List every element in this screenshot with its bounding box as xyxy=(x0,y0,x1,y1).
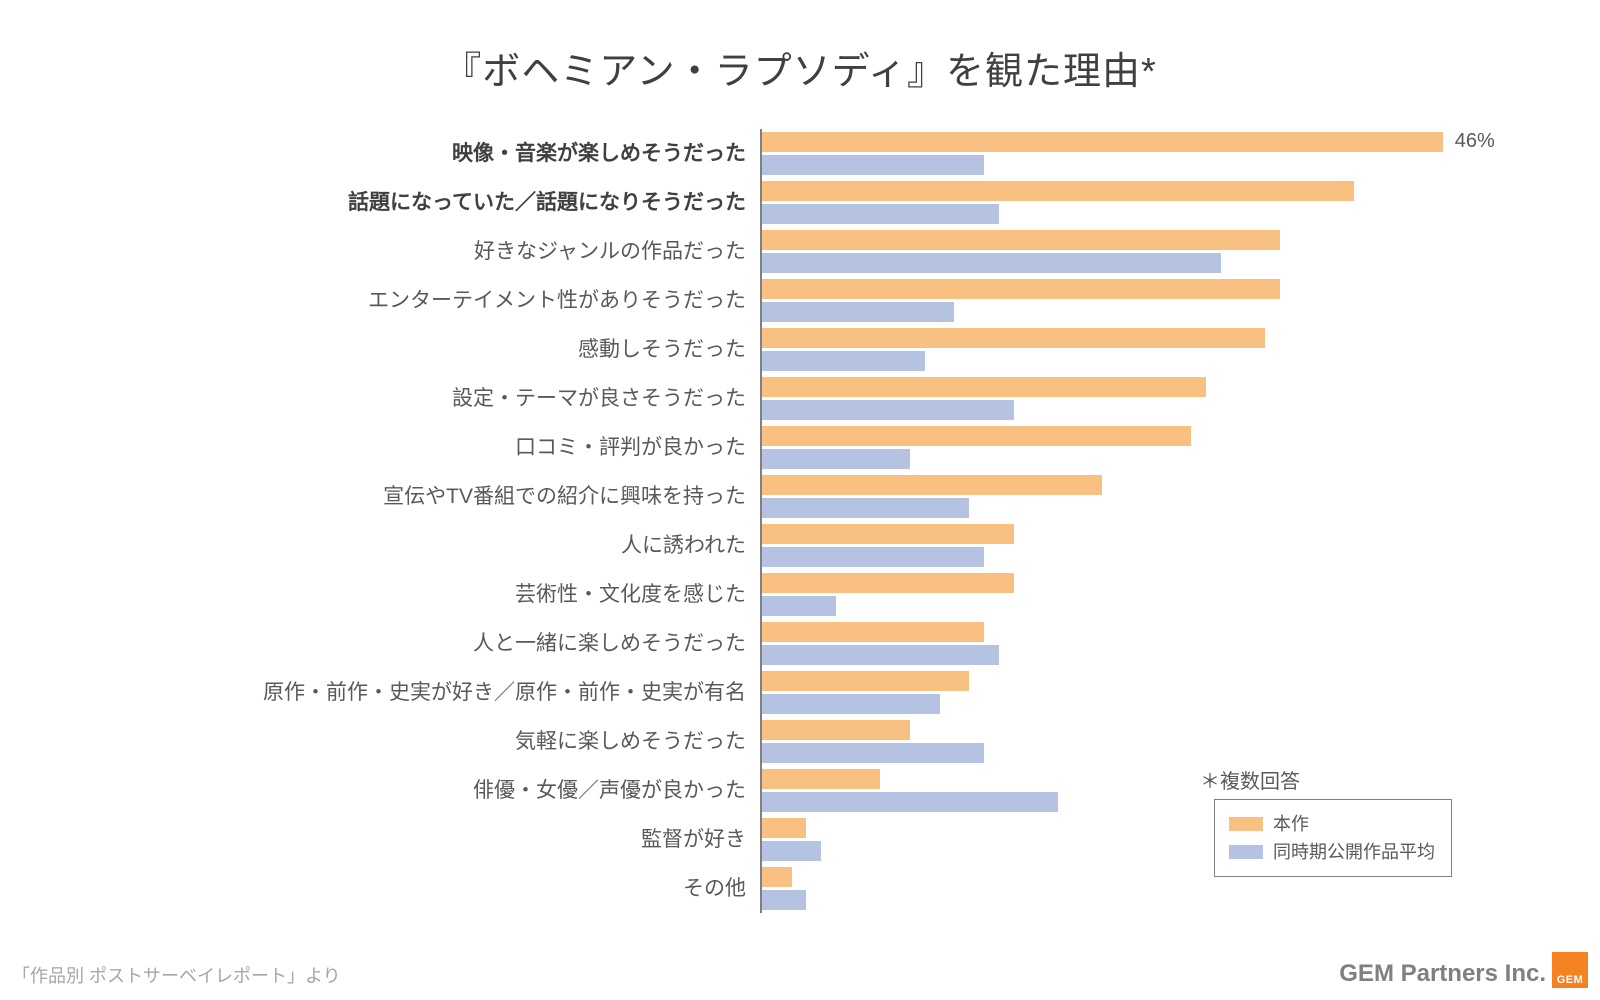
chart-row: 好きなジャンルの作品だった xyxy=(100,227,1500,276)
bar-series-b xyxy=(762,204,999,224)
bar-series-a xyxy=(762,475,1102,495)
bar-series-b xyxy=(762,694,940,714)
gem-logo-icon: GEM xyxy=(1552,952,1588,988)
legend-row: 同時期公開作品平均 xyxy=(1229,838,1435,866)
bar-series-b xyxy=(762,498,969,518)
category-label: 話題になっていた／話題になりそうだった xyxy=(100,178,760,227)
footer: 「作品別 ポストサーベイレポート」より GEM Partners Inc. GE… xyxy=(0,952,1600,988)
legend: 本作同時期公開作品平均 xyxy=(1214,799,1452,877)
chart-row: 気軽に楽しめそうだった xyxy=(100,717,1500,766)
legend-swatch xyxy=(1229,845,1263,859)
bars-cell xyxy=(760,521,1500,570)
chart-row: 口コミ・評判が良かった xyxy=(100,423,1500,472)
bar-series-b xyxy=(762,841,821,861)
bars-cell xyxy=(760,472,1500,521)
bar-series-a xyxy=(762,181,1354,201)
bar-series-b xyxy=(762,792,1058,812)
category-label: 映像・音楽が楽しめそうだった xyxy=(100,129,760,178)
category-label: 気軽に楽しめそうだった xyxy=(100,717,760,766)
value-label: 46% xyxy=(1443,129,1495,153)
bars-cell xyxy=(760,423,1500,472)
legend-label: 同時期公開作品平均 xyxy=(1273,838,1435,866)
bars-cell xyxy=(760,325,1500,374)
bar-series-a xyxy=(762,132,1443,152)
bar-series-b xyxy=(762,596,836,616)
bar-series-a xyxy=(762,230,1280,250)
chart-row: エンターテイメント性がありそうだった xyxy=(100,276,1500,325)
chart-row: 宣伝やTV番組での紹介に興味を持った xyxy=(100,472,1500,521)
bar-series-b xyxy=(762,449,910,469)
footer-brand: GEM Partners Inc. GEM xyxy=(1339,952,1588,988)
chart-row: 設定・テーマが良さそうだった xyxy=(100,374,1500,423)
category-label: 設定・テーマが良さそうだった xyxy=(100,374,760,423)
bars-cell xyxy=(760,276,1500,325)
bar-series-a xyxy=(762,377,1206,397)
bars-cell xyxy=(760,374,1500,423)
bar-series-a xyxy=(762,279,1280,299)
bar-series-b xyxy=(762,743,984,763)
category-label: 芸術性・文化度を感じた xyxy=(100,570,760,619)
legend-row: 本作 xyxy=(1229,810,1435,838)
category-label: エンターテイメント性がありそうだった xyxy=(100,276,760,325)
bar-series-a xyxy=(762,524,1014,544)
bars-cell xyxy=(760,717,1500,766)
bar-series-a xyxy=(762,426,1191,446)
chart-row: 映像・音楽が楽しめそうだった 46% xyxy=(100,129,1500,178)
footer-company: GEM Partners Inc. xyxy=(1339,960,1546,988)
bars-cell xyxy=(760,570,1500,619)
chart-row: 感動しそうだった xyxy=(100,325,1500,374)
bar-series-b xyxy=(762,155,984,175)
bars-cell: 46% xyxy=(760,129,1500,178)
category-label: 口コミ・評判が良かった xyxy=(100,423,760,472)
bar-series-b xyxy=(762,890,806,910)
bars-cell xyxy=(760,178,1500,227)
category-label: 監督が好き xyxy=(100,815,760,864)
category-label: 好きなジャンルの作品だった xyxy=(100,227,760,276)
bar-series-a xyxy=(762,818,806,838)
category-label: その他 xyxy=(100,864,760,913)
bars-cell xyxy=(760,668,1500,717)
chart-row: 話題になっていた／話題になりそうだった xyxy=(100,178,1500,227)
chart-row: 原作・前作・史実が好き／原作・前作・史実が有名 xyxy=(100,668,1500,717)
chart-row: 人に誘われた xyxy=(100,521,1500,570)
category-label: 人に誘われた xyxy=(100,521,760,570)
bar-series-b xyxy=(762,253,1221,273)
bar-series-a xyxy=(762,622,984,642)
bar-series-b xyxy=(762,547,984,567)
category-label: 原作・前作・史実が好き／原作・前作・史実が有名 xyxy=(100,668,760,717)
chart-row: 芸術性・文化度を感じた xyxy=(100,570,1500,619)
footer-source: 「作品別 ポストサーベイレポート」より xyxy=(12,962,341,988)
legend-swatch xyxy=(1229,817,1263,831)
category-label: 人と一緒に楽しめそうだった xyxy=(100,619,760,668)
legend-note: ＊複数回答 xyxy=(1200,765,1300,794)
bars-cell xyxy=(760,227,1500,276)
category-label: 感動しそうだった xyxy=(100,325,760,374)
category-label: 俳優・女優／声優が良かった xyxy=(100,766,760,815)
bar-series-a xyxy=(762,328,1265,348)
bar-series-a xyxy=(762,769,880,789)
bar-series-b xyxy=(762,302,954,322)
category-label: 宣伝やTV番組での紹介に興味を持った xyxy=(100,472,760,521)
bar-series-b xyxy=(762,645,999,665)
legend-label: 本作 xyxy=(1273,810,1309,838)
bar-series-a xyxy=(762,720,910,740)
bar-series-b xyxy=(762,400,1014,420)
chart-title: 『ボヘミアン・ラプソディ』を観た理由* xyxy=(0,0,1600,129)
chart-row: 人と一緒に楽しめそうだった xyxy=(100,619,1500,668)
bar-series-a xyxy=(762,671,969,691)
bar-series-a xyxy=(762,867,792,887)
reasons-bar-chart: 映像・音楽が楽しめそうだった 46% 話題になっていた／話題になりそうだった好きなジ… xyxy=(100,129,1500,913)
bars-cell xyxy=(760,619,1500,668)
bar-series-a xyxy=(762,573,1014,593)
bar-series-b xyxy=(762,351,925,371)
